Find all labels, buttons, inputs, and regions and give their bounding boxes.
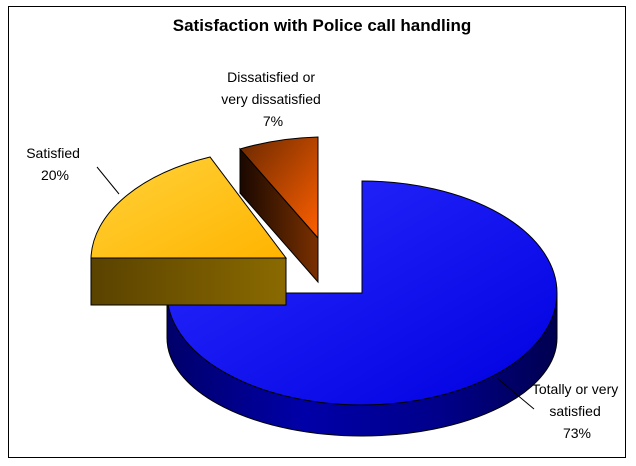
- pie-slice-satisfied: [90, 156, 288, 306]
- chart-title: Satisfaction with Police call handling: [173, 16, 472, 35]
- pie-slice-side: [90, 257, 287, 306]
- pie-slice-totally-or-very-satisfied: [166, 180, 558, 437]
- slice-value-label: 20%: [41, 167, 69, 183]
- slice-value-label: 7%: [263, 113, 283, 129]
- slice-value-label: 73%: [563, 425, 591, 441]
- slice-label-satisfied: Satisfied 20%: [26, 145, 84, 183]
- pie-slice-dissatisfied-or-very-dissatisfied: [239, 136, 319, 284]
- pie-slice-top: [166, 180, 558, 406]
- slice-label-line: satisfied: [549, 403, 600, 419]
- slice-label-line: very dissatisfied: [221, 91, 321, 107]
- leader-line-totally-satisfied: [496, 377, 535, 410]
- leader-line-satisfied: [96, 166, 120, 195]
- slice-label-line: Satisfied: [26, 145, 80, 161]
- pie-slice-top: [239, 136, 319, 240]
- pie-slice-top: [90, 156, 288, 259]
- slice-label-totally-satisfied: Totally or very satisfied 73%: [532, 381, 622, 441]
- slice-label-dissatisfied: Dissatisfied or very dissatisfied 7%: [221, 69, 324, 129]
- slice-label-line: Dissatisfied or: [227, 69, 315, 85]
- slice-label-line: Totally or very: [532, 381, 618, 397]
